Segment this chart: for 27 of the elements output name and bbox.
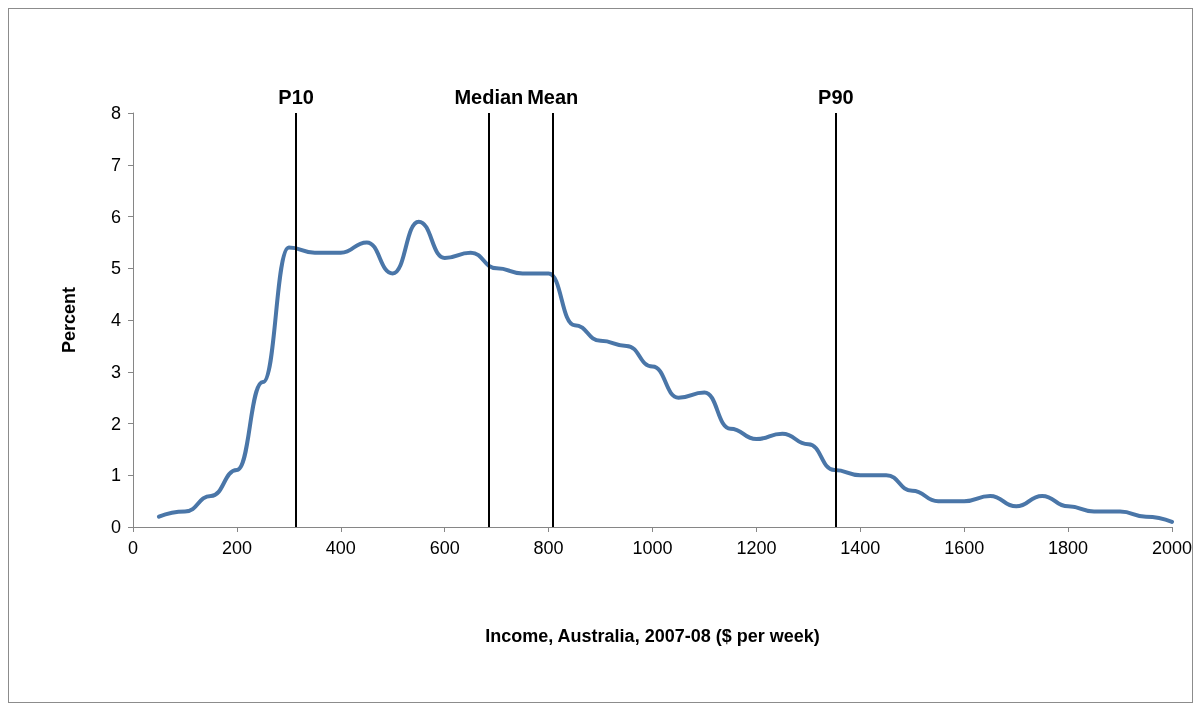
y-tick-label: 3 — [110, 361, 121, 382]
x-tick-label: 0 — [127, 538, 139, 558]
ref-line-label: Median — [454, 86, 524, 108]
x-tick-label: 600 — [429, 538, 460, 558]
x-tick-label: 1200 — [736, 538, 777, 558]
y-tick-label: 5 — [110, 258, 121, 279]
y-tick-label: 0 — [110, 517, 121, 537]
x-axis-title: Income, Australia, 2007-08 ($ per week) — [485, 626, 820, 646]
y-tick-label: 4 — [110, 310, 121, 330]
ref-line-label: P90 — [818, 86, 854, 108]
line-series — [156, 219, 1174, 524]
x-tick-label: 400 — [325, 538, 356, 558]
y-tick-label: 6 — [110, 206, 121, 227]
y-tick-label: 1 — [110, 465, 121, 486]
x-tick-label: 2000 — [1151, 538, 1193, 558]
x-tick-label: 1400 — [840, 538, 881, 558]
y-axis-title: Percent — [59, 286, 79, 354]
x-tick-label: 1600 — [944, 538, 985, 558]
x-tick-label: 800 — [533, 538, 564, 558]
x-tick-label: 1800 — [1048, 538, 1089, 558]
y-tick-label: 2 — [110, 413, 121, 434]
x-tick-label: 1000 — [632, 538, 673, 558]
x-tick-label: 200 — [221, 538, 252, 558]
ref-line-label: P10 — [278, 86, 314, 108]
y-tick-label: 8 — [110, 103, 121, 123]
ref-line-label: Mean — [527, 86, 579, 108]
y-tick-label: 7 — [110, 154, 121, 175]
